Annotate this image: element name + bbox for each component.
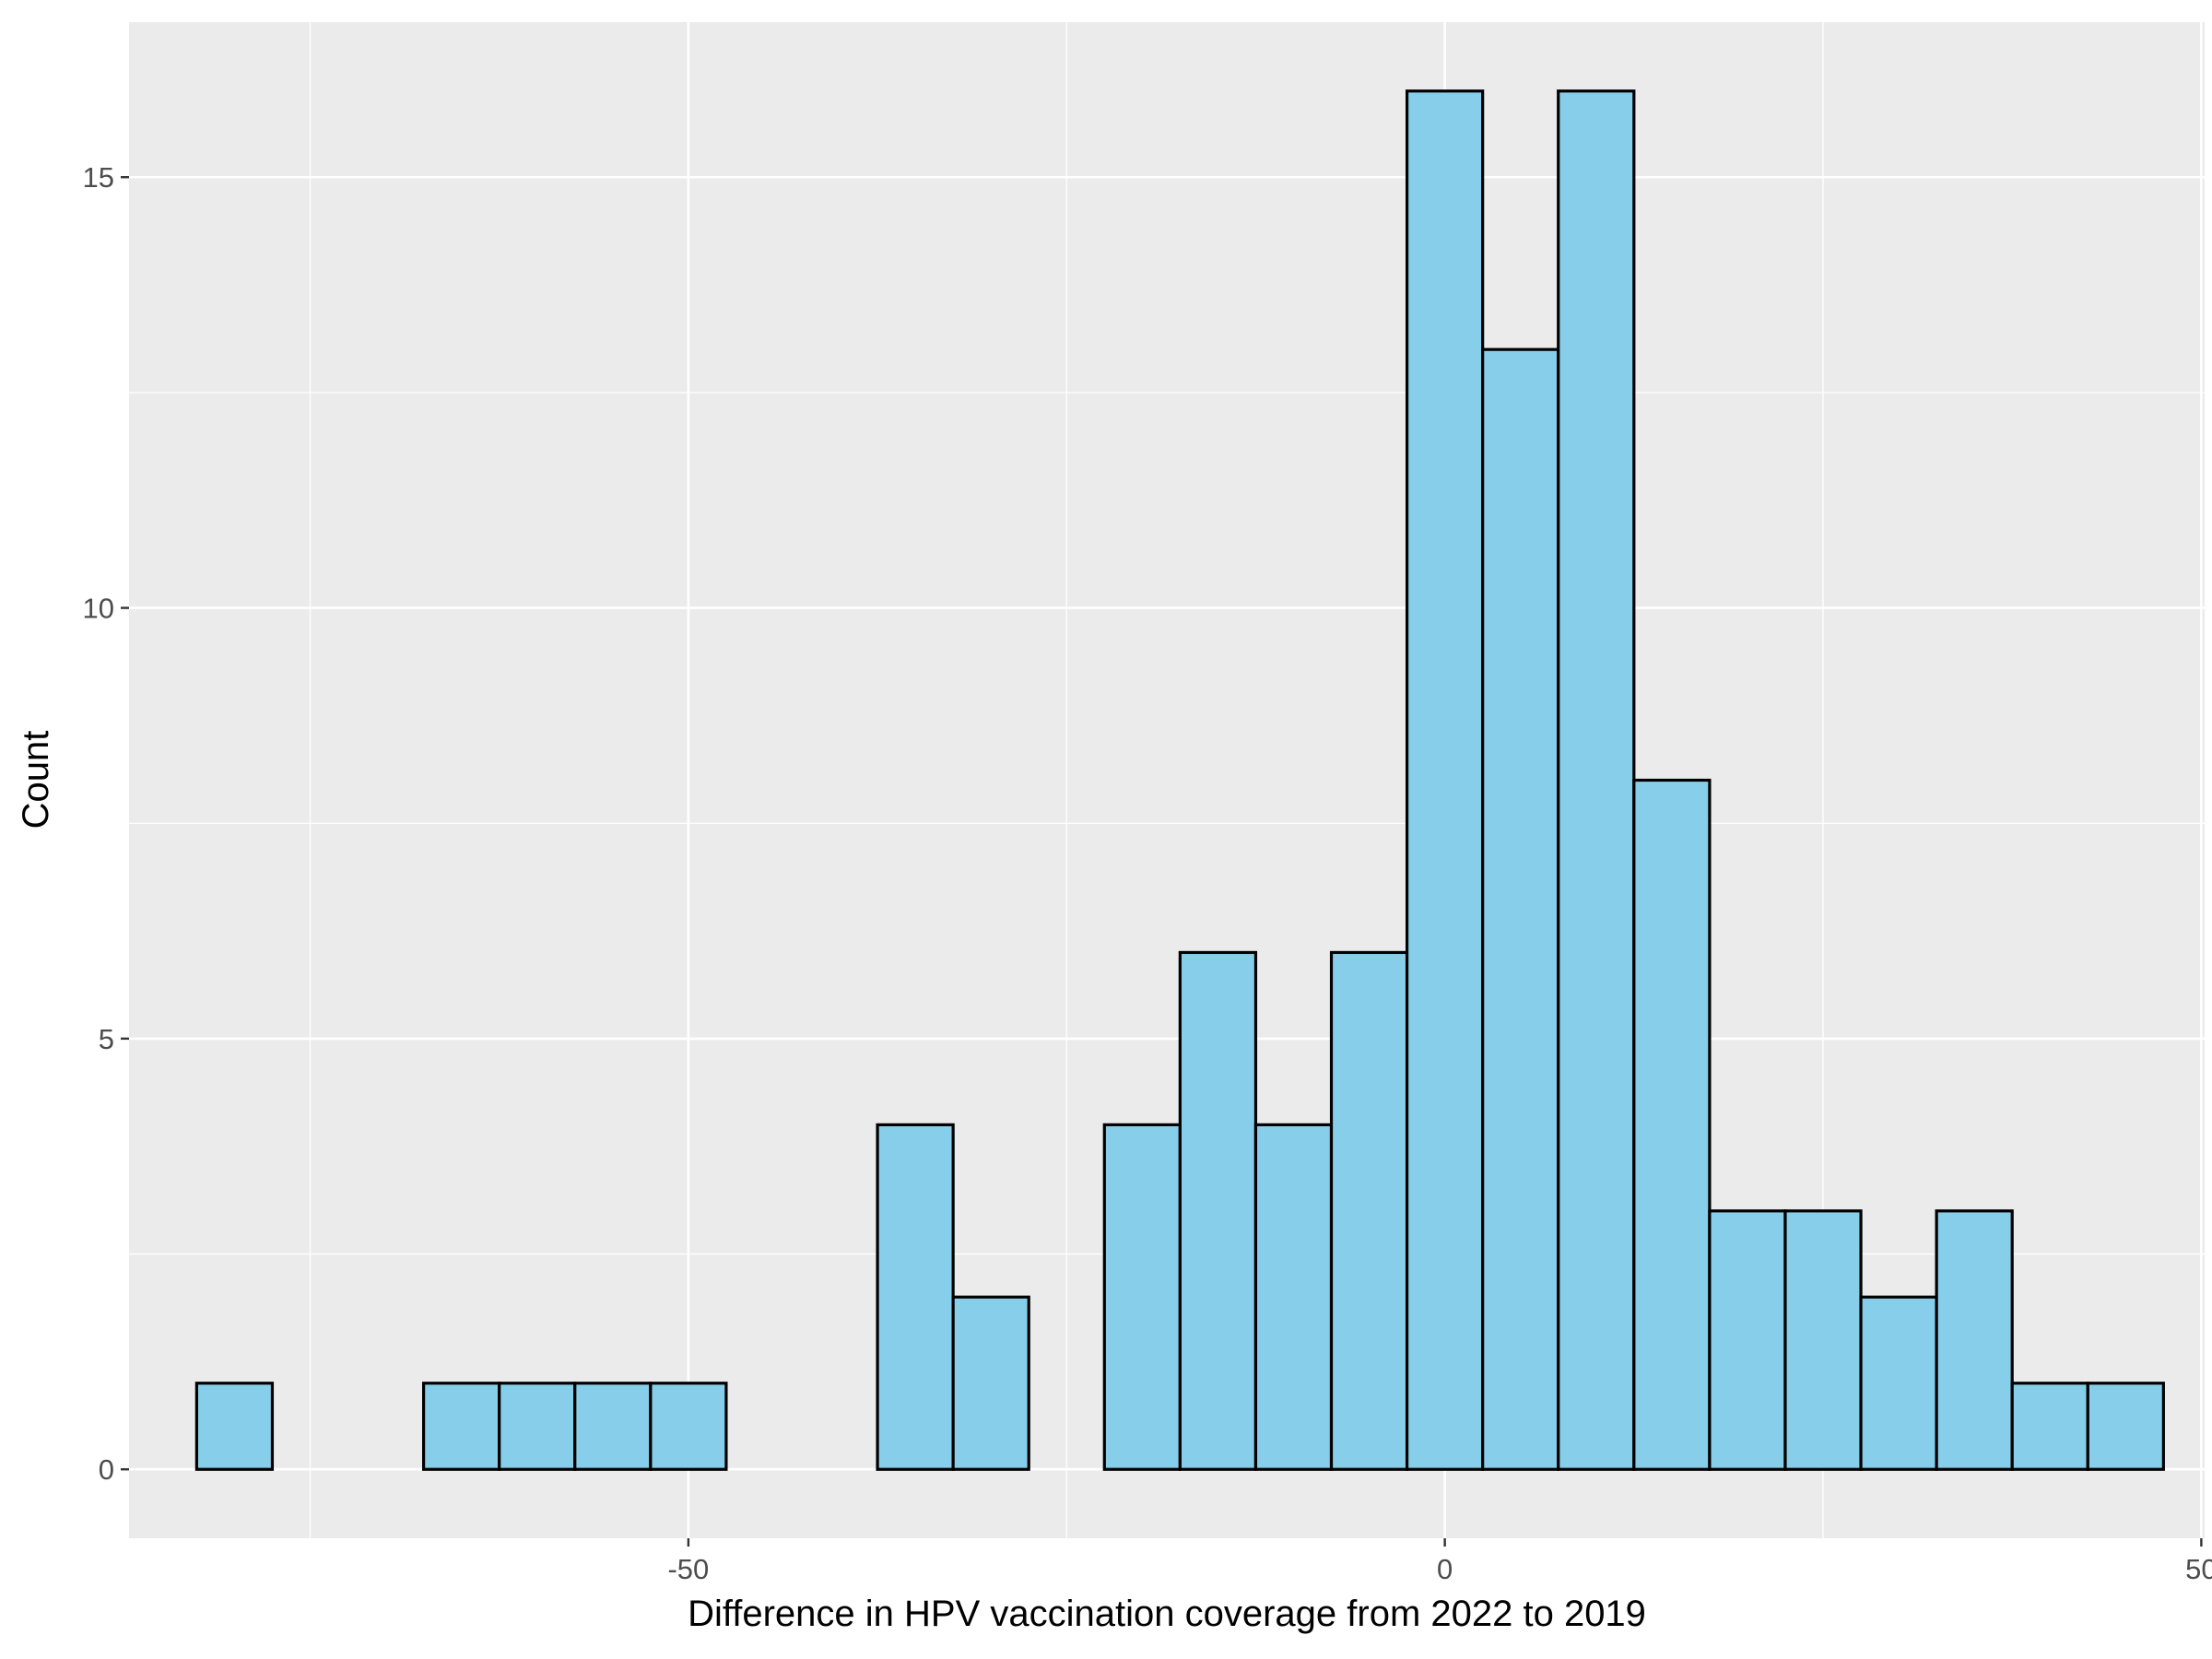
- x-axis: -50 0 50: [667, 1538, 2212, 1585]
- histogram-bars: [194, 89, 2165, 1471]
- histogram-bar: [1178, 950, 1258, 1471]
- histogram-bar: [1708, 1209, 1787, 1471]
- histogram-bar: [1329, 950, 1409, 1471]
- histogram-bar: [1935, 1209, 2014, 1471]
- histogram-bar: [1481, 347, 1560, 1471]
- histogram-bar: [1783, 1209, 1863, 1471]
- histogram-bar: [1405, 89, 1485, 1471]
- histogram-bar: [2010, 1382, 2089, 1471]
- histogram-bar: [951, 1295, 1030, 1471]
- histogram-bar: [1859, 1295, 1938, 1471]
- y-tick-label: 5: [99, 1023, 114, 1055]
- histogram-bar: [649, 1382, 728, 1471]
- histogram-bar: [2086, 1382, 2165, 1471]
- x-axis-title: Difference in HPV vaccination coverage f…: [688, 1594, 1646, 1634]
- y-tick-label: 15: [83, 161, 114, 194]
- histogram-bar: [876, 1123, 955, 1471]
- histogram-bar: [573, 1382, 653, 1471]
- y-axis-title: Count: [16, 731, 56, 830]
- x-tick-label: 0: [1437, 1553, 1453, 1585]
- y-tick-label: 10: [83, 593, 114, 625]
- histogram-bar: [1253, 1123, 1334, 1471]
- x-tick-label: 50: [2185, 1553, 2212, 1585]
- histogram-bar: [498, 1382, 577, 1471]
- histogram-bar: [1632, 778, 1712, 1471]
- histogram-bar: [1102, 1123, 1182, 1471]
- histogram-bar: [1557, 89, 1636, 1471]
- histogram-bar: [194, 1382, 275, 1471]
- y-axis: 0 5 10 15: [83, 161, 129, 1486]
- histogram-bar: [422, 1382, 501, 1471]
- y-tick-label: 0: [99, 1453, 114, 1486]
- x-tick-label: -50: [667, 1553, 709, 1585]
